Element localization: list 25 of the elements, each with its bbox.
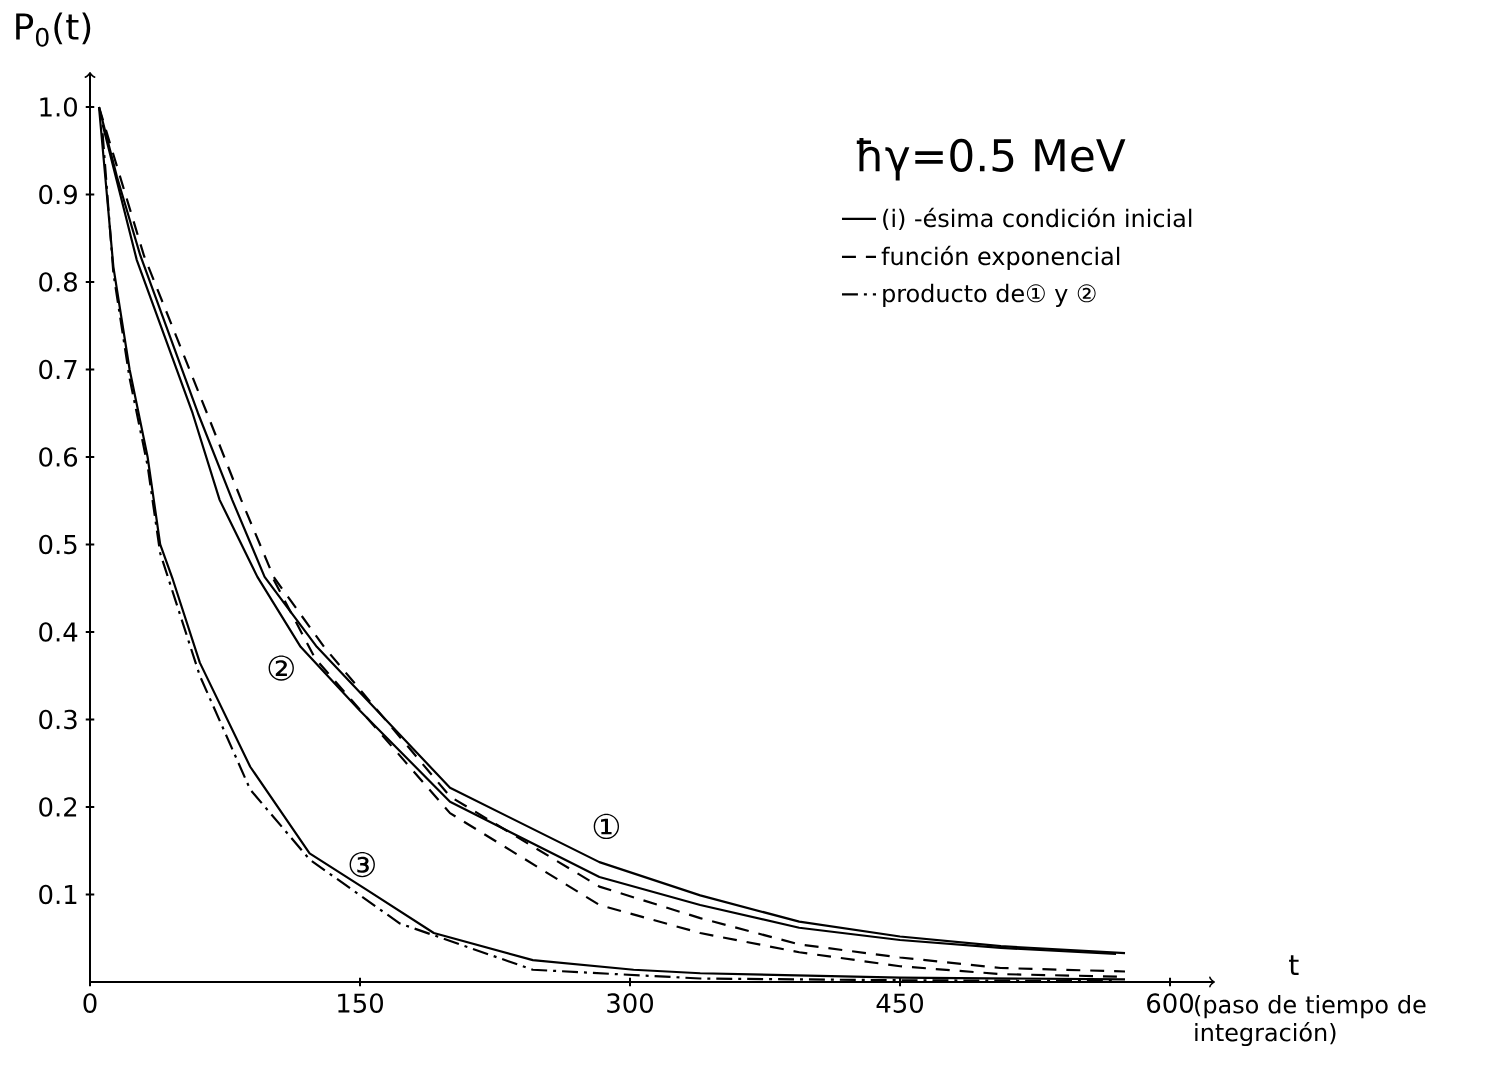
legend-label: producto de① y ② (883, 283, 1096, 307)
x-tick-label: 450 (876, 993, 923, 1013)
legend-label: función exponencial (881, 245, 1120, 270)
y-tick-label: 0.2 (39, 797, 77, 817)
y-tick-label: 0.6 (39, 447, 78, 467)
y-tick-label: 0.3 (39, 709, 77, 730)
y-tick-label: 0.7 (39, 359, 77, 380)
annotation: ① (593, 813, 620, 840)
x-tick-label: 600 (1147, 993, 1193, 1013)
x-tick-label: 0 (83, 993, 97, 1013)
y-tick-label: 0.8 (39, 272, 77, 292)
text: (paso de tiempo de integración) (1195, 995, 1426, 1047)
y-axis-title: P$_{0}$(t) (16, 12, 91, 47)
y-tick-label: 0.4 (39, 622, 78, 642)
x-axis-title: t (1289, 955, 1299, 975)
annotation: ② (268, 655, 294, 681)
x-tick-label: 300 (607, 993, 653, 1013)
x-tick-label: 150 (338, 993, 383, 1013)
y-tick-label: 0.1 (39, 884, 77, 905)
y-tick-label: 0.5 (39, 534, 77, 555)
annotation: ③ (349, 851, 375, 878)
y-tick-label: 1.0 (40, 97, 77, 117)
y-tick-label: 0.9 (39, 184, 77, 205)
legend-label: (i) -ésima condición inicial (883, 207, 1192, 231)
text: ħγ=0.5 MeV (856, 137, 1126, 181)
